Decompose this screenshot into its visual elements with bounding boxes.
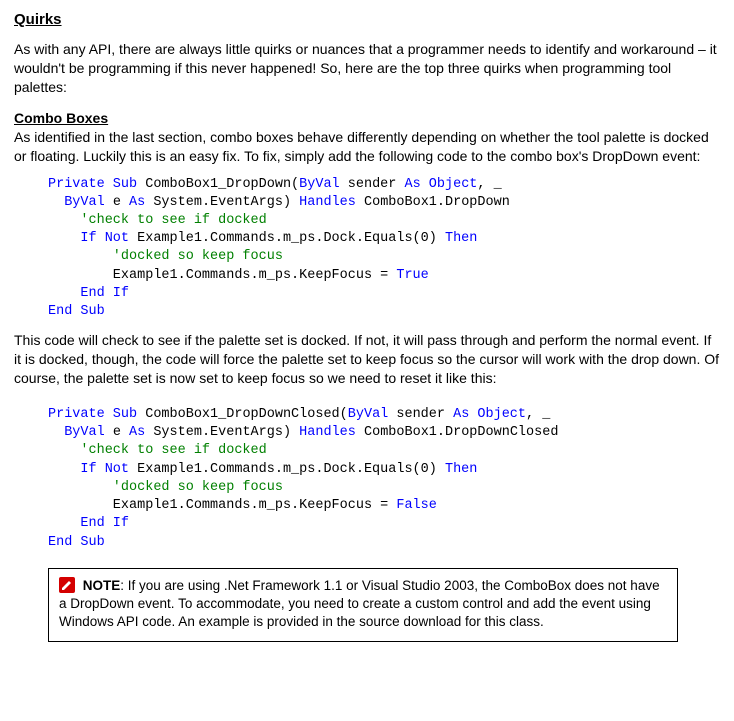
code-token: Private Sub	[48, 407, 137, 422]
code-comment: 'check to see if docked	[48, 443, 267, 458]
code-token: ComboBox1.DropDown	[356, 195, 510, 210]
code-token: ByVal	[348, 407, 389, 422]
heading-combo-boxes: Combo Boxes	[14, 109, 720, 128]
code-token: If Not	[48, 462, 129, 477]
code-token: Example1.Commands.m_ps.KeepFocus =	[48, 498, 396, 513]
code-token: ByVal	[48, 425, 105, 440]
code-token: Handles	[299, 195, 356, 210]
code-token: ComboBox1_DropDownClosed(	[137, 407, 348, 422]
code-token: As	[129, 425, 145, 440]
code-comment: 'docked so keep focus	[48, 480, 283, 495]
code-token: , _	[477, 177, 501, 192]
code-token: End Sub	[48, 304, 105, 319]
code-token: sender	[340, 177, 405, 192]
code-token: As Object	[453, 407, 526, 422]
code-token: As Object	[404, 177, 477, 192]
code-token: As	[129, 195, 145, 210]
pencil-icon	[59, 577, 75, 593]
code-token: ByVal	[299, 177, 340, 192]
code-block-dropdownclosed: Private Sub ComboBox1_DropDownClosed(ByV…	[48, 406, 720, 552]
code-token: Then	[445, 231, 477, 246]
code-comment: 'check to see if docked	[48, 213, 267, 228]
code-token: End If	[48, 286, 129, 301]
code-token: ComboBox1.DropDownClosed	[356, 425, 559, 440]
paragraph-intro: As with any API, there are always little…	[14, 40, 720, 97]
code-token: Then	[445, 462, 477, 477]
note-text: : If you are using .Net Framework 1.1 or…	[59, 578, 660, 629]
code-token: If Not	[48, 231, 129, 246]
code-token: e	[105, 195, 129, 210]
paragraph-combo-mid: This code will check to see if the palet…	[14, 331, 720, 388]
code-token: True	[396, 268, 428, 283]
code-token: Private Sub	[48, 177, 137, 192]
note-box: NOTE: If you are using .Net Framework 1.…	[48, 568, 678, 643]
code-comment: 'docked so keep focus	[48, 249, 283, 264]
code-token: End Sub	[48, 535, 105, 550]
code-token: End If	[48, 516, 129, 531]
code-token: Example1.Commands.m_ps.Dock.Equals(0)	[129, 462, 445, 477]
code-token: ByVal	[48, 195, 105, 210]
code-block-dropdown: Private Sub ComboBox1_DropDown(ByVal sen…	[48, 176, 720, 322]
heading-quirks: Quirks	[14, 10, 720, 30]
code-token: System.EventArgs)	[145, 195, 299, 210]
code-token: Handles	[299, 425, 356, 440]
code-token: Example1.Commands.m_ps.KeepFocus =	[48, 268, 396, 283]
code-token: sender	[388, 407, 453, 422]
code-token: False	[396, 498, 437, 513]
code-token: System.EventArgs)	[145, 425, 299, 440]
code-token: Example1.Commands.m_ps.Dock.Equals(0)	[129, 231, 445, 246]
code-token: e	[105, 425, 129, 440]
note-label: NOTE	[83, 578, 121, 593]
paragraph-combo-intro: As identified in the last section, combo…	[14, 128, 720, 166]
code-token: , _	[526, 407, 550, 422]
code-token: ComboBox1_DropDown(	[137, 177, 299, 192]
